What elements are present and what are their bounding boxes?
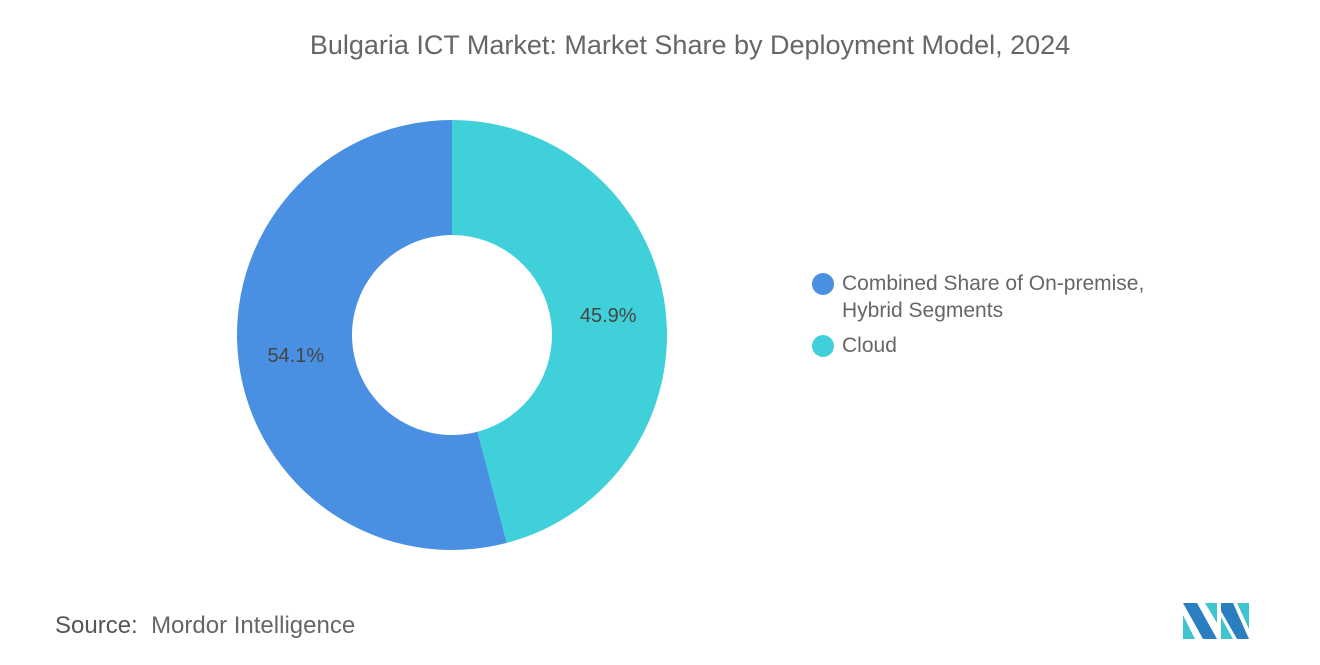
chart-title: Bulgaria ICT Market: Market Share by Dep… — [309, 30, 1071, 60]
source-note: Source: Mordor Intelligence — [55, 612, 356, 639]
mordor-intelligence-logo — [1183, 603, 1249, 639]
donut-slice-on-premise-hybrid[interactable] — [236, 120, 507, 550]
legend-label: Cloud — [842, 334, 897, 357]
data-label: 45.9% — [580, 305, 637, 327]
donut-slice-cloud[interactable] — [452, 120, 667, 543]
legend-item-on-premise-hybrid[interactable]: Combined Share of On-premise, Hybrid Segm… — [812, 270, 1144, 324]
data-label: 54.1% — [267, 345, 324, 367]
legend-swatch — [812, 335, 834, 357]
legend-swatch — [812, 273, 834, 295]
legend: Combined Share of On-premise, Hybrid Segm… — [812, 270, 1144, 367]
legend-item-cloud[interactable]: Cloud — [812, 332, 1144, 359]
legend-label: Combined Share of On-premise, Hybrid Segm… — [842, 272, 1145, 322]
